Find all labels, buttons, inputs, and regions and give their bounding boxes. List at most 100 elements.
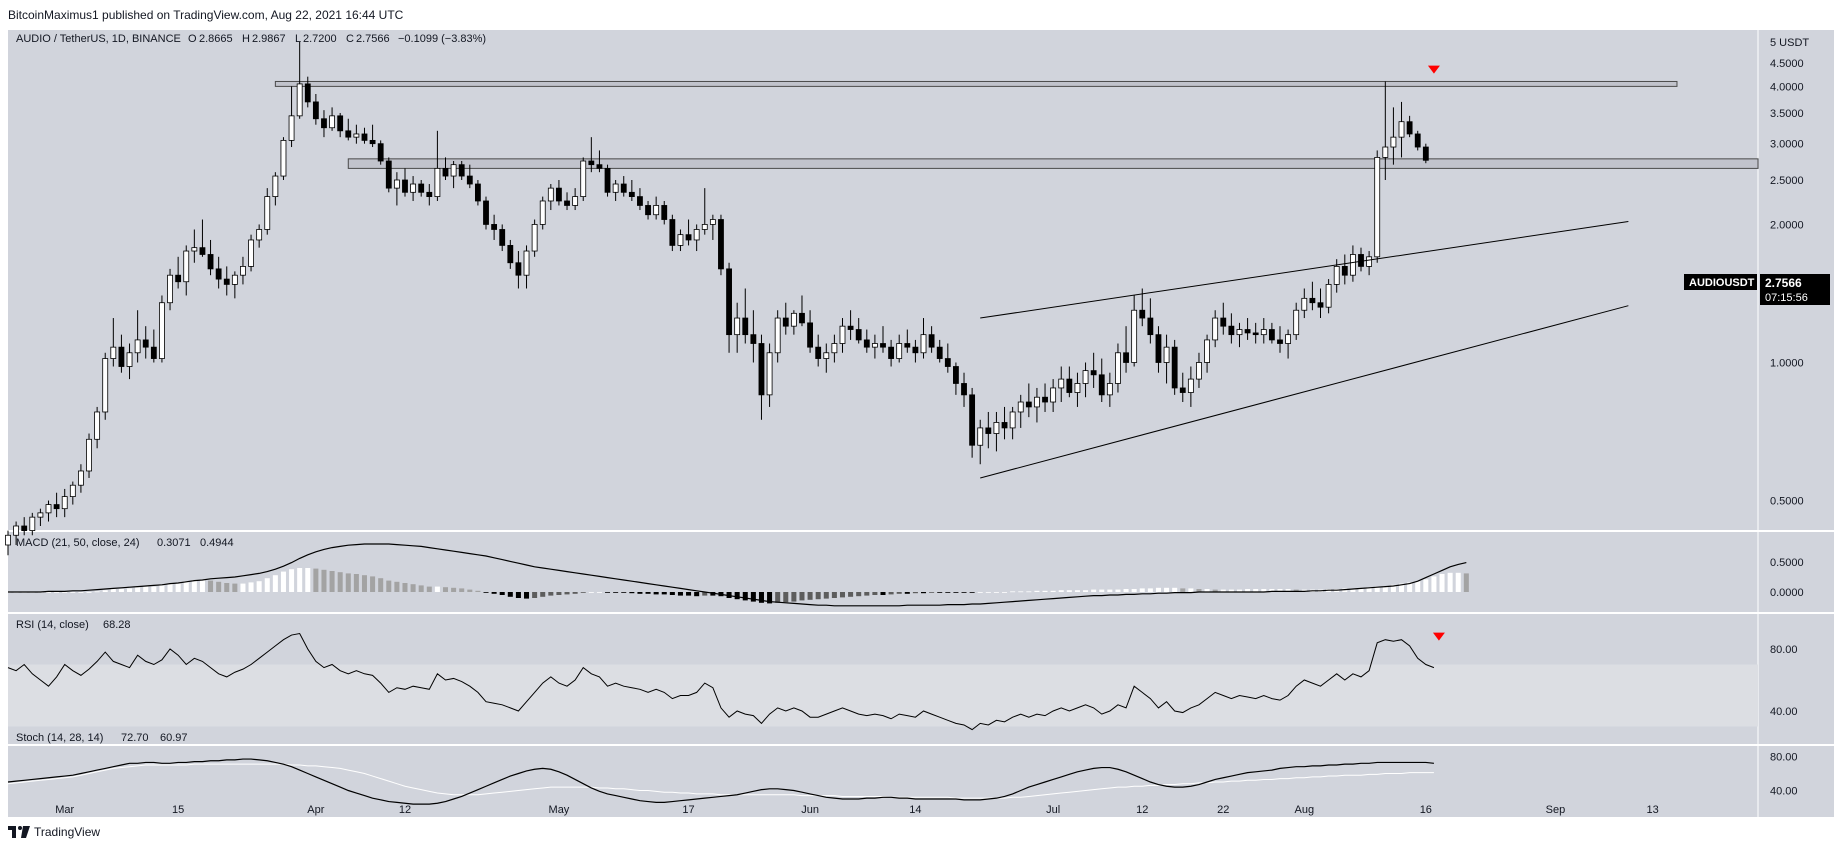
candle xyxy=(1390,136,1397,148)
macd-histogram-bar xyxy=(1074,590,1080,592)
trendline[interactable] xyxy=(980,220,1629,319)
price-pane[interactable] xyxy=(5,41,1759,556)
macd-histogram-bar xyxy=(1058,590,1064,592)
macd-histogram-bar xyxy=(345,573,351,592)
candle xyxy=(531,224,538,252)
macd-histogram-bar xyxy=(1139,588,1145,592)
candle xyxy=(1341,266,1348,276)
candle xyxy=(1244,329,1251,334)
rsi-pane[interactable] xyxy=(7,632,1758,731)
macd-histogram-bar xyxy=(240,583,246,592)
candle xyxy=(734,317,741,336)
macd-histogram-bar xyxy=(694,592,700,597)
candle xyxy=(199,247,206,255)
price-tag[interactable]: AUDIOUSDT 2.7566 07:15:56 xyxy=(1684,274,1830,305)
candle xyxy=(888,346,895,359)
macd-histogram-bar xyxy=(750,592,756,602)
candle xyxy=(491,224,498,230)
macd-histogram-bar xyxy=(451,587,457,592)
macd-histogram-bar xyxy=(888,592,894,595)
macd-histogram-bar xyxy=(442,587,449,592)
candle xyxy=(134,339,141,354)
stoch-pane[interactable] xyxy=(7,758,1434,805)
macd-histogram-bar xyxy=(596,592,602,593)
macd-histogram-bar xyxy=(62,592,68,593)
legend-low: 2.7200 xyxy=(303,33,337,45)
macd-histogram-bar xyxy=(1374,586,1380,592)
macd-histogram-bar xyxy=(232,583,238,592)
macd-histogram-bar xyxy=(580,592,586,593)
candle xyxy=(1139,309,1146,319)
candle xyxy=(434,167,441,198)
candle xyxy=(823,352,830,359)
candle xyxy=(483,200,489,225)
macd-pane[interactable] xyxy=(5,543,1469,607)
legend-low-label: L xyxy=(295,33,301,45)
macd-histogram-bar xyxy=(532,592,538,598)
candle xyxy=(142,339,149,348)
candle xyxy=(304,83,311,103)
macd-histogram-bar xyxy=(1099,589,1105,592)
candle xyxy=(61,496,68,510)
candle xyxy=(855,329,862,341)
candle xyxy=(1220,317,1227,327)
candle xyxy=(815,346,822,359)
candle xyxy=(78,470,84,486)
support-zone[interactable] xyxy=(347,158,1759,169)
time-axis-tick-label: Apr xyxy=(307,804,325,816)
candle xyxy=(94,411,101,440)
macd-histogram-bar xyxy=(572,592,578,594)
macd-histogram-bar xyxy=(1083,590,1089,592)
price-tag-countdown: 07:15:56 xyxy=(1765,292,1808,304)
macd-histogram-bar xyxy=(742,592,748,601)
macd-histogram-bar xyxy=(1026,591,1032,593)
candle xyxy=(604,167,611,193)
macd-histogram-bar xyxy=(775,592,781,603)
candle xyxy=(296,83,303,117)
macd-histogram-bar xyxy=(839,592,846,598)
macd-histogram-bar xyxy=(1390,584,1396,592)
macd-histogram-bar xyxy=(1002,592,1008,593)
macd-histogram-bar xyxy=(637,592,643,594)
chart-area[interactable]: 5 USDT 4.5000 4.0000 3.5000 3.0000 2.5000 2.00… xyxy=(0,30,1834,818)
footer: TradingView Mar 15 Apr 12 May 17 Jun 14 Jul 12 22 A… xyxy=(0,804,1834,848)
candle xyxy=(1050,387,1057,403)
macd-histogram-bar xyxy=(1018,591,1024,593)
macd-legend-value-1: 0.3071 xyxy=(157,537,191,549)
candle xyxy=(1001,422,1008,429)
macd-line xyxy=(8,543,1467,607)
candle xyxy=(928,334,935,348)
macd-histogram-bar xyxy=(78,592,84,593)
candle xyxy=(118,346,125,367)
price-axis-tick-label: 2.0000 xyxy=(1770,219,1804,231)
resistance-zone[interactable] xyxy=(274,80,1678,87)
macd-axis-tick-label: 0.5000 xyxy=(1770,557,1804,569)
price-axis-tick-label: 2.5000 xyxy=(1770,175,1804,187)
macd-histogram-bar xyxy=(1455,572,1461,592)
stoch-d-line xyxy=(7,763,1434,799)
candle xyxy=(1317,302,1324,308)
candle xyxy=(1204,339,1210,363)
candle xyxy=(556,187,562,202)
macd-histogram-bar xyxy=(661,592,667,595)
macd-histogram-bar xyxy=(208,580,214,592)
tradingview-logo-icon xyxy=(8,826,30,838)
candle xyxy=(1301,297,1308,311)
macd-histogram-bar xyxy=(313,568,319,592)
macd-pane-bg xyxy=(8,532,1758,612)
macd-histogram-bar xyxy=(969,592,975,593)
macd-histogram-bar xyxy=(929,592,935,593)
macd-histogram-bar xyxy=(1123,589,1129,592)
candle xyxy=(1366,256,1373,267)
macd-histogram-bar xyxy=(588,592,594,593)
time-axis-tick-label: 12 xyxy=(398,804,412,816)
candle xyxy=(450,164,457,177)
trendline[interactable] xyxy=(980,305,1629,479)
candle xyxy=(1131,309,1138,363)
candle xyxy=(807,322,813,348)
candle xyxy=(1277,339,1283,344)
time-axis-tick-label: 14 xyxy=(909,804,922,816)
chart-svg[interactable]: 5 USDT 4.5000 4.0000 3.5000 3.0000 2.5000 2.00… xyxy=(0,30,1834,818)
candle xyxy=(1155,334,1162,363)
candle xyxy=(426,191,433,198)
